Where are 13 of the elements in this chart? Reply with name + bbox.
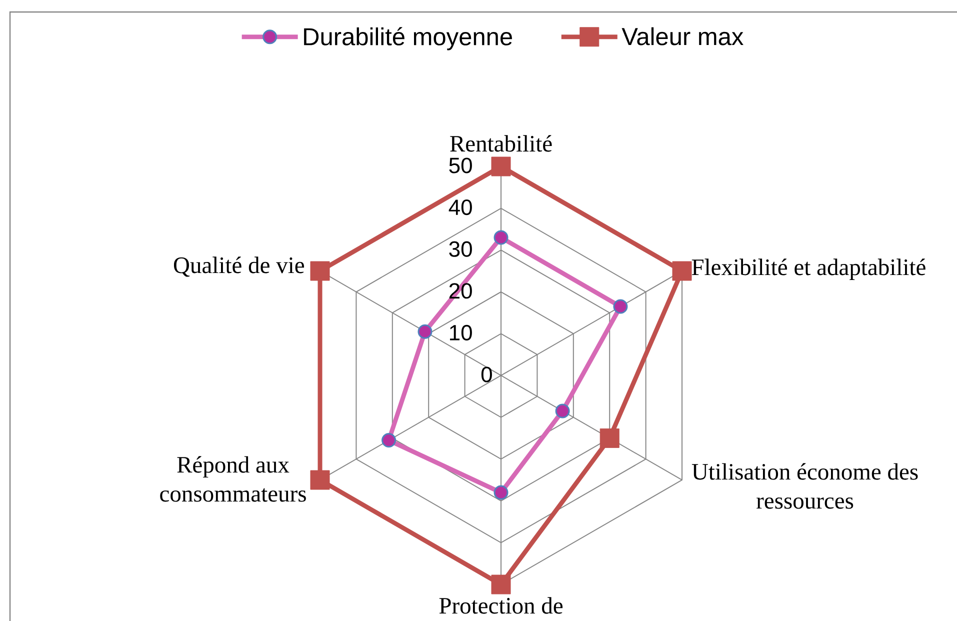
legend-label: Durabilité moyenne (304, 27, 512, 50)
y-tick-label: 0 (481, 366, 492, 382)
spoke-label: Rentabilité (450, 135, 552, 152)
spoke-label: Protection de (439, 597, 563, 614)
legend-label: Valeur max (622, 27, 744, 46)
y-tick-label: 30 (449, 241, 472, 257)
spoke-label: Utilisation économe des ressources (692, 463, 918, 509)
spoke-label: Flexibilité et adaptabilité (692, 258, 926, 280)
y-tick-label: 50 (449, 158, 472, 174)
y-tick-label: 40 (448, 200, 472, 216)
spoke-label: Répond aux consommateurs (160, 456, 306, 502)
spoke-label: Qualité de vie (174, 256, 304, 277)
y-tick-label: 10 (450, 324, 472, 340)
